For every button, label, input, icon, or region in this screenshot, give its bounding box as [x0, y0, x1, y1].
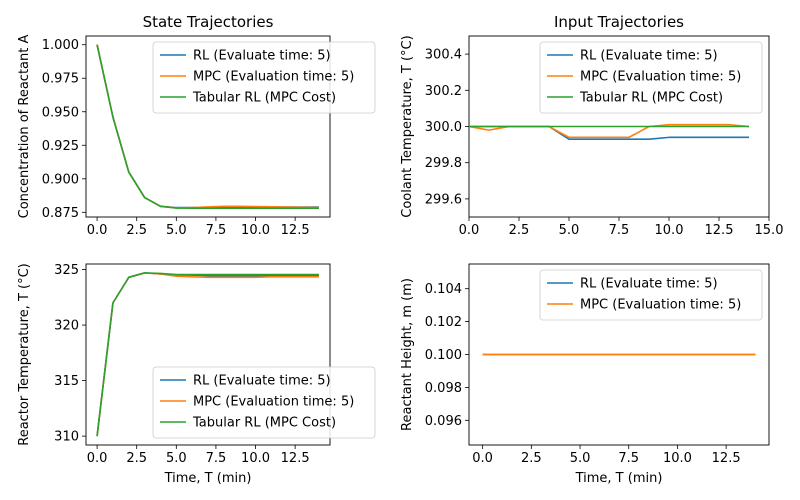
- chart-title: State Trajectories: [143, 13, 274, 31]
- y-tick-label: 0.950: [42, 105, 79, 120]
- state-concentration-chart: 0.0 2.5 5.0 7.5 10.0 12.5 0.875 0.900 0.925 0.950…: [17, 13, 376, 238]
- x-tick-label: 10.0: [663, 451, 692, 466]
- x-tick-label: 15.0: [755, 223, 784, 238]
- legend-entry: MPC (Evaluation time: 5): [580, 298, 741, 313]
- x-tick-label: 2.5: [521, 451, 542, 466]
- x-axis-label: Time, T (min): [164, 471, 252, 486]
- chart-title: Input Trajectories: [554, 13, 684, 31]
- legend-entry: RL (Evaluate time: 5): [193, 374, 331, 389]
- x-tick-label: 5.0: [166, 451, 187, 466]
- y-tick-label: 310: [54, 430, 79, 445]
- series-line-tab: [96, 272, 319, 437]
- x-tick-label: 2.5: [126, 223, 147, 238]
- y-tick-label: 300.4: [425, 48, 462, 63]
- input-coolant-chart: 0.0 2.5 5.0 7.5 10.0 12.5 15.0 299.6 299.8 300.0 3…: [400, 13, 783, 238]
- legend-entry: Tabular RL (MPC Cost): [192, 416, 336, 431]
- series-group: [469, 123, 750, 140]
- legend-box: [539, 269, 763, 321]
- legend-entry: RL (Evaluate time: 5): [193, 49, 331, 64]
- y-tick-label: 325: [54, 263, 79, 278]
- x-tick-label: 12.5: [712, 451, 741, 466]
- y-tick-label: 0.096: [425, 414, 462, 429]
- plot-frame: [85, 263, 331, 446]
- y-tick-label: 0.098: [425, 381, 462, 396]
- x-tick-label: 0.0: [87, 451, 108, 466]
- legend-entry: Tabular RL (MPC Cost): [192, 91, 336, 106]
- x-tick-label: 5.0: [559, 223, 580, 238]
- x-tick-label: 0.0: [459, 223, 480, 238]
- series-group: [96, 44, 319, 209]
- y-tick-label: 320: [54, 319, 79, 334]
- legend-box: [152, 366, 376, 439]
- y-axis-label: Reactant Height, m (m): [400, 278, 415, 431]
- x-tick-label: 10.0: [655, 223, 684, 238]
- series-line-tab: [96, 44, 319, 209]
- legend-entry: MPC (Evaluation time: 5): [193, 395, 354, 410]
- x-tick-label: 7.5: [206, 223, 227, 238]
- x-tick-label: 7.5: [609, 223, 630, 238]
- series-group: [96, 272, 319, 437]
- x-tick-label: 12.5: [705, 223, 734, 238]
- plot-frame: [85, 35, 331, 218]
- x-tick-label: 5.0: [166, 223, 187, 238]
- y-tick-label: 299.8: [425, 156, 462, 171]
- y-tick-label: 1.000: [42, 38, 79, 53]
- legend-box: [152, 41, 376, 114]
- y-tick-label: 0.104: [425, 282, 462, 297]
- legend-entry: RL (Evaluate time: 5): [580, 49, 718, 64]
- legend-entry: RL (Evaluate time: 5): [580, 277, 718, 292]
- x-tick-label: 2.5: [126, 451, 147, 466]
- y-tick-label: 0.975: [42, 72, 79, 87]
- x-tick-label: 7.5: [618, 451, 639, 466]
- y-axis-label: Reactor Temperature, T (°C): [17, 263, 32, 446]
- y-tick-label: 0.102: [425, 315, 462, 330]
- reactor-temperature-chart: 0.0 2.5 5.0 7.5 10.0 12.5 310 315 320 325 Time, T …: [17, 263, 376, 486]
- y-tick-label: 300.0: [425, 120, 462, 135]
- y-tick-label: 300.2: [425, 84, 462, 99]
- y-axis-label: Concentration of Reactant A: [17, 35, 32, 219]
- y-tick-label: 0.100: [425, 348, 462, 363]
- y-tick-label: 0.925: [42, 139, 79, 154]
- x-tick-label: 10.0: [241, 223, 270, 238]
- legend-entry: MPC (Evaluation time: 5): [580, 70, 741, 85]
- x-tick-label: 12.5: [281, 451, 310, 466]
- x-tick-label: 0.0: [472, 451, 493, 466]
- x-tick-label: 2.5: [509, 223, 530, 238]
- reactant-height-chart: 0.0 2.5 5.0 7.5 10.0 12.5 0.096 0.098 0.100 0.102…: [400, 263, 770, 486]
- y-tick-label: 315: [54, 374, 79, 389]
- x-tick-label: 5.0: [570, 451, 591, 466]
- x-tick-label: 12.5: [281, 223, 310, 238]
- x-tick-label: 10.0: [241, 451, 270, 466]
- x-tick-label: 0.0: [87, 223, 108, 238]
- y-tick-label: 0.900: [42, 172, 79, 187]
- legend-entry: MPC (Evaluation time: 5): [193, 70, 354, 85]
- y-tick-label: 0.875: [42, 206, 79, 221]
- y-axis-label: Coolant Temperature, T (°C): [400, 35, 415, 217]
- y-tick-label: 299.6: [425, 192, 462, 207]
- x-axis-label: Time, T (min): [575, 471, 663, 486]
- legend-box: [539, 41, 763, 114]
- x-tick-label: 7.5: [206, 451, 227, 466]
- legend-entry: Tabular RL (MPC Cost): [579, 91, 723, 106]
